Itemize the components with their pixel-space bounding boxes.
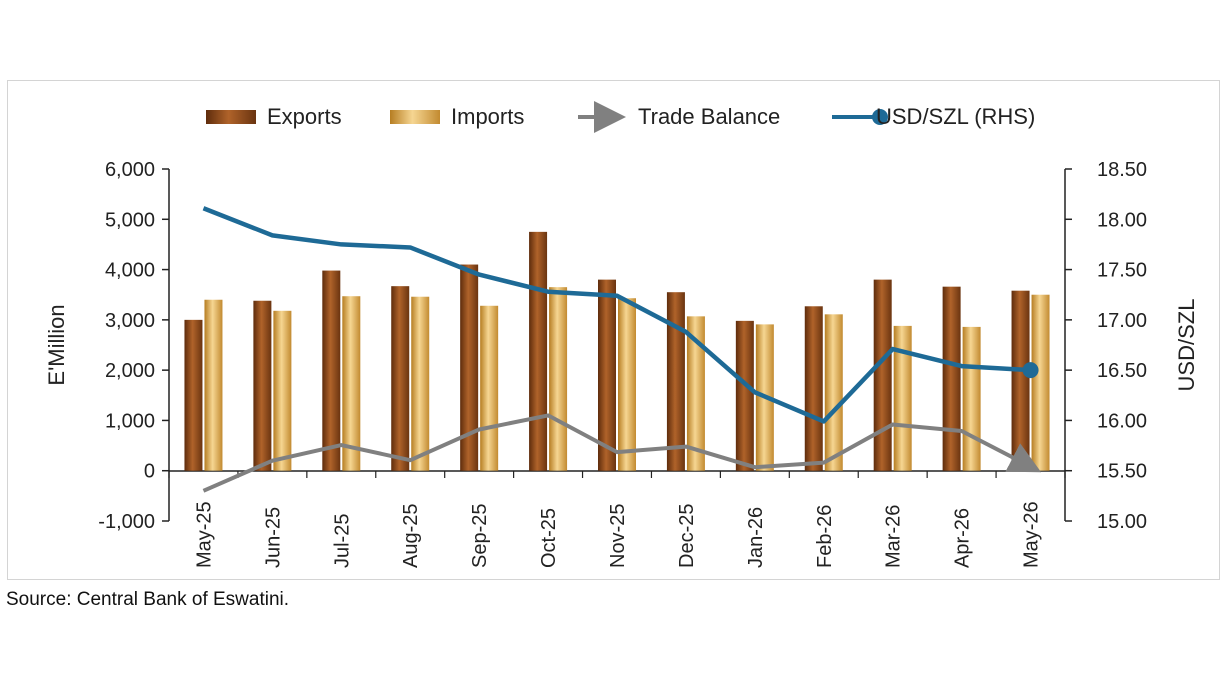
export-bar — [391, 286, 410, 471]
import-bar — [824, 314, 843, 471]
legend-label-imports: Imports — [451, 104, 524, 129]
export-bar — [873, 279, 892, 471]
y2-tick-label: 15.50 — [1097, 461, 1147, 483]
y-tick-label: 6,000 — [105, 159, 155, 181]
x-tick-label: Aug-25 — [400, 504, 422, 569]
legend-swatch-exports — [206, 110, 256, 124]
y-tick-label: -1,000 — [98, 511, 155, 533]
usd-szl-end-marker — [1022, 362, 1039, 379]
y-tick-label: 4,000 — [105, 260, 155, 282]
usd-szl-line — [202, 206, 1031, 424]
import-bar — [618, 298, 636, 471]
legend-item-usd-szl: USD/SZL (RHS) — [832, 104, 1035, 129]
y-tick-label: 0 — [144, 461, 155, 483]
x-tick-label: Sep-25 — [469, 504, 491, 568]
import-bar — [1031, 294, 1050, 471]
y2-tick-label: 16.00 — [1097, 410, 1147, 432]
export-bar — [804, 306, 823, 471]
x-tick-label: Jan-26 — [745, 507, 767, 568]
x-tick-label: May-25 — [193, 501, 215, 568]
import-bar — [411, 296, 430, 471]
export-bar — [253, 300, 272, 471]
y-tick-label: 2,000 — [105, 360, 155, 382]
legend-label-trade-balance: Trade Balance — [638, 104, 780, 129]
y2-tick-label: 17.50 — [1097, 260, 1147, 282]
legend-label-exports: Exports — [267, 104, 342, 129]
legend-item-exports: Exports — [206, 104, 342, 129]
legend-marker-usd-szl — [872, 109, 888, 125]
x-tick-label: Feb-26 — [814, 505, 836, 568]
export-bar — [529, 231, 548, 471]
x-tick-label: Jul-25 — [331, 514, 353, 568]
import-bar — [686, 316, 705, 471]
legend-label-usd-szl: USD/SZL (RHS) — [876, 104, 1035, 129]
x-tick-label: Dec-25 — [676, 504, 698, 568]
y2-axis-ticks: 15.00 15.50 16.00 16.50 17.00 17.50 18.00 18.50 — [1065, 159, 1147, 533]
legend-swatch-imports — [390, 110, 440, 124]
import-bar — [480, 305, 499, 471]
import-bar — [273, 310, 292, 471]
x-tick-label: Jun-25 — [262, 507, 284, 568]
y2-tick-label: 18.00 — [1097, 209, 1147, 231]
legend: Exports Imports Trade Balance USD/SZL (R… — [206, 101, 1035, 133]
x-tick-label: Apr-26 — [952, 508, 974, 568]
export-bar — [942, 286, 961, 471]
x-tick-label: Oct-25 — [538, 508, 560, 568]
source-note: Source: Central Bank of Eswatini. — [6, 589, 290, 610]
export-bar — [598, 279, 616, 471]
export-bar — [460, 264, 479, 471]
trade-balance-line — [202, 413, 1042, 493]
legend-item-imports: Imports — [390, 104, 524, 129]
x-tick-label: Nov-25 — [607, 504, 629, 568]
export-bar — [184, 319, 203, 471]
x-axis-ticks: May-25 Jun-25 Jul-25 Aug-25 Sep-25 Oct-25 Nov-… — [168, 471, 1066, 569]
lines — [202, 206, 1042, 493]
y2-tick-label: 15.00 — [1097, 511, 1147, 533]
export-bar — [1011, 290, 1030, 471]
import-bar — [893, 325, 912, 471]
y-axis-ticks: -1,000 0 1,000 2,000 3,000 4,000 5,000 6,000 — [98, 159, 169, 533]
y-axis-title: E'Million — [44, 304, 69, 385]
import-bar — [549, 287, 568, 471]
export-bar — [735, 320, 754, 471]
y2-tick-label: 17.00 — [1097, 310, 1147, 332]
y-tick-label: 5,000 — [105, 209, 155, 231]
y-tick-label: 1,000 — [105, 410, 155, 432]
import-bar — [962, 326, 981, 471]
y2-axis-title: USD/SZL — [1174, 299, 1199, 392]
y-tick-label: 3,000 — [105, 310, 155, 332]
x-tick-label: May-26 — [1021, 501, 1043, 568]
import-bar — [204, 299, 223, 471]
export-bar — [322, 270, 341, 471]
y2-tick-label: 18.50 — [1097, 159, 1147, 181]
legend-item-trade-balance: Trade Balance — [578, 101, 780, 133]
y2-tick-label: 16.50 — [1097, 360, 1147, 382]
bars — [184, 231, 1050, 471]
import-bar — [342, 296, 361, 471]
export-bar — [666, 292, 685, 471]
x-tick-label: Mar-26 — [883, 505, 905, 568]
